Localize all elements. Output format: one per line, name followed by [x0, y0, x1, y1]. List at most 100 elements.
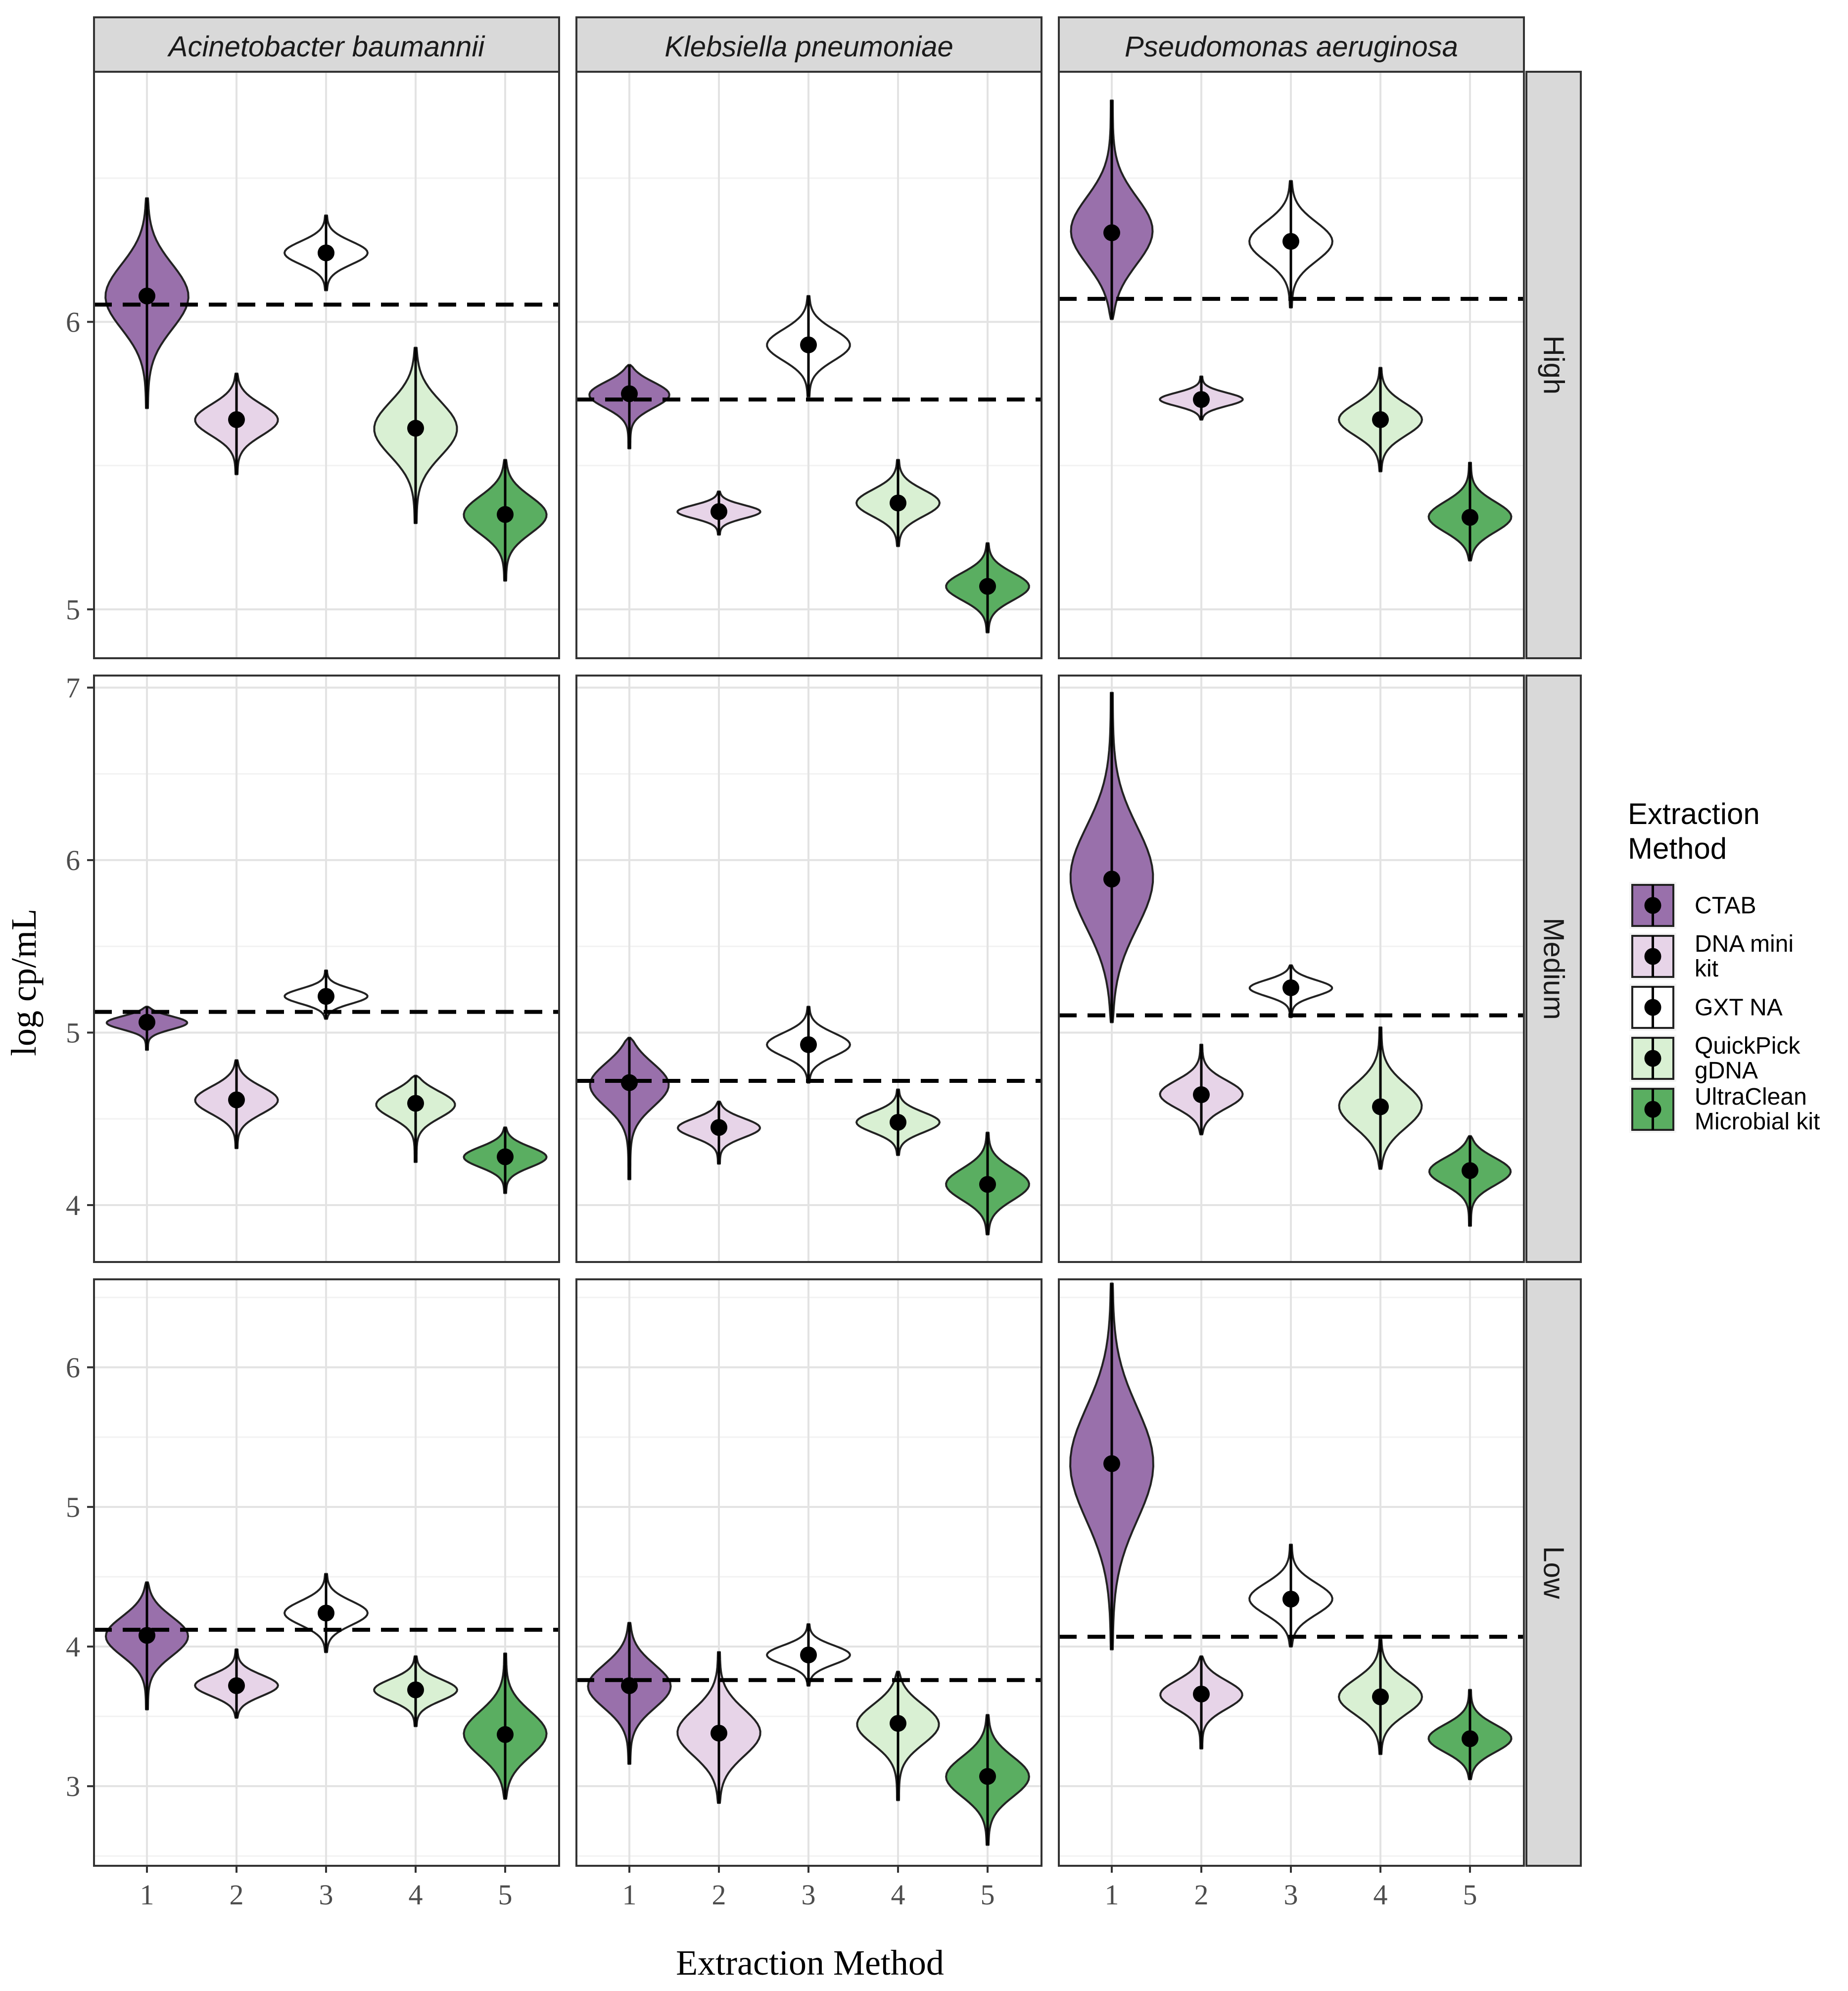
- y-tick-label: 4: [66, 1189, 80, 1221]
- median-point: [318, 1604, 334, 1622]
- panel-border: [1058, 675, 1525, 1263]
- median-point: [1103, 224, 1120, 242]
- facet-panel: [1058, 1278, 1525, 1867]
- median-point: [1462, 1162, 1478, 1179]
- y-tick-label: 4: [66, 1631, 80, 1663]
- median-point: [1282, 233, 1299, 250]
- median-point: [1462, 509, 1478, 526]
- median-point: [1193, 1685, 1210, 1702]
- facet-strip-column: [575, 16, 1042, 73]
- facet-panel: [93, 675, 560, 1263]
- median-point: [1103, 1455, 1120, 1472]
- facet-strips: Acinetobacter baumannii Klebsiella pneumo…: [93, 16, 1582, 1867]
- median-point: [1372, 1098, 1389, 1116]
- y-axis-title: log cp/mL: [4, 909, 44, 1056]
- median-point: [1372, 411, 1389, 428]
- facet-panel: [1058, 71, 1525, 659]
- median-point: [407, 1095, 424, 1112]
- median-point: [711, 1119, 727, 1136]
- x-tick-label: 4: [409, 1879, 423, 1911]
- x-tick-label: 5: [498, 1879, 513, 1911]
- median-point: [407, 420, 424, 437]
- facet-row-label: Low: [1538, 1546, 1570, 1600]
- facet-panel: [575, 1278, 1042, 1867]
- median-point: [497, 1726, 514, 1743]
- legend-point: [1644, 999, 1661, 1016]
- median-point: [1193, 1086, 1210, 1103]
- median-point: [800, 336, 817, 353]
- facet-panel: [93, 1278, 560, 1867]
- median-point: [1372, 1688, 1389, 1705]
- median-point: [890, 1715, 906, 1732]
- median-point: [1282, 979, 1299, 996]
- legend-label: DNA mini: [1695, 931, 1794, 957]
- median-point: [621, 1074, 638, 1091]
- median-point: [1282, 1591, 1299, 1608]
- y-tick-label: 5: [66, 593, 80, 626]
- median-point: [800, 1646, 817, 1663]
- facet-panel: [575, 71, 1042, 659]
- x-tick-label: 3: [1284, 1879, 1298, 1911]
- x-tick-label: 5: [1463, 1879, 1477, 1911]
- median-point: [497, 1148, 514, 1165]
- facet-column-label: Pseudomonas aeruginosa: [1125, 31, 1458, 63]
- x-tick-label: 3: [802, 1879, 816, 1911]
- median-point: [139, 1627, 155, 1644]
- median-point: [621, 1677, 638, 1695]
- median-point: [1103, 871, 1120, 888]
- x-axis-title: Extraction Method: [676, 1943, 944, 1983]
- median-point: [139, 1014, 155, 1031]
- legend-label: CTAB: [1695, 893, 1756, 919]
- facet-row-label: Medium: [1538, 918, 1570, 1020]
- facet-strip-column: [1058, 16, 1525, 73]
- panel-border: [575, 675, 1042, 1263]
- median-point: [621, 385, 638, 402]
- legend-label: GXT NA: [1695, 995, 1783, 1021]
- x-tick-label: 1: [1105, 1879, 1119, 1911]
- y-tick-label: 3: [66, 1770, 80, 1802]
- x-tick-label: 3: [319, 1879, 333, 1911]
- legend-point: [1644, 897, 1661, 914]
- median-point: [139, 288, 155, 305]
- facet-strip-row: [1525, 675, 1582, 1263]
- median-point: [318, 244, 334, 261]
- facet-panel: [575, 675, 1042, 1263]
- x-tick-label: 4: [891, 1879, 905, 1911]
- median-point: [711, 1724, 727, 1742]
- panel-border: [93, 675, 560, 1263]
- axes-layer: 5 6 4 5 6 7 3 4 5 6 1 2 3 4 5 1 2 3 4 5 1 2 3 4 5: [66, 306, 1477, 1911]
- x-tick-label: 1: [140, 1879, 154, 1911]
- legend-point: [1644, 1050, 1661, 1067]
- median-point: [318, 988, 334, 1005]
- median-point: [890, 1114, 906, 1131]
- x-tick-label: 4: [1374, 1879, 1388, 1911]
- median-point: [1193, 391, 1210, 408]
- median-point: [228, 1091, 245, 1109]
- median-point: [407, 1681, 424, 1699]
- y-tick-label: 7: [66, 672, 80, 704]
- median-point: [711, 503, 727, 520]
- y-tick-label: 5: [66, 1017, 80, 1049]
- legend-point: [1644, 1101, 1661, 1118]
- panels-layer: [93, 71, 1525, 1867]
- median-point: [228, 1677, 245, 1695]
- legend-title: Method: [1628, 832, 1727, 865]
- facet-strip-row: [1525, 1278, 1582, 1867]
- facet-row-label: High: [1538, 336, 1570, 394]
- median-point: [497, 506, 514, 523]
- y-tick-label: 5: [66, 1491, 80, 1523]
- median-point: [979, 1176, 996, 1193]
- median-point: [979, 1768, 996, 1785]
- facet-column-label: Klebsiella pneumoniae: [664, 31, 953, 63]
- median-point: [228, 411, 245, 428]
- x-tick-label: 2: [1194, 1879, 1209, 1911]
- facet-strip-column: [93, 16, 560, 73]
- facet-strip-row: [1525, 71, 1582, 659]
- legend-entry: GXT NA: [1629, 984, 1783, 1031]
- legend-label: Microbial kit: [1695, 1109, 1820, 1135]
